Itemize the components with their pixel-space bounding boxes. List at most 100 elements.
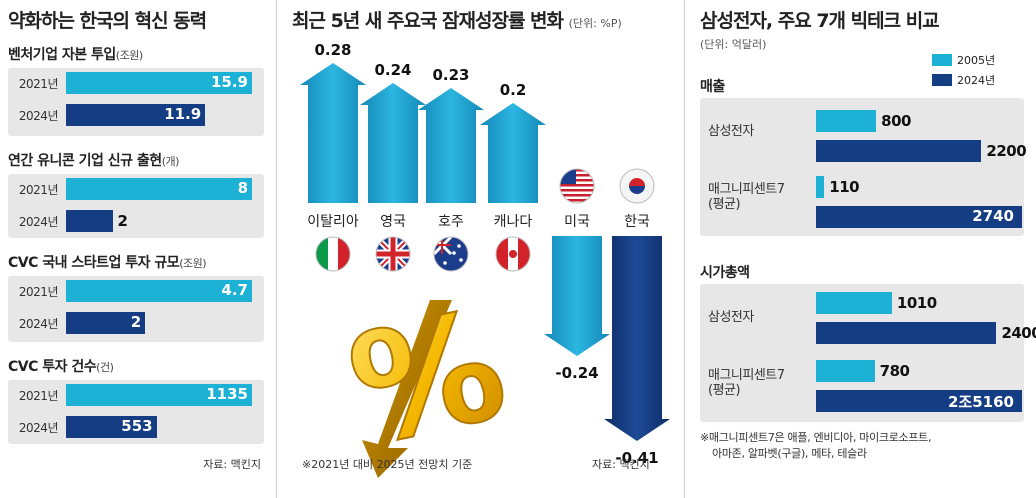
bar xyxy=(66,210,113,232)
growth-panel-title: 최근 5년 새 주요국 잠재성장률 변화 (단위: %P) xyxy=(292,6,622,33)
category-line: 매그니피센트7 xyxy=(708,182,785,197)
year-label: 2024년 xyxy=(18,108,59,123)
bar-value-label: 11.9 xyxy=(164,105,202,123)
unit-label: (단위: %P) xyxy=(568,17,622,30)
growth-value-label: -0.41 xyxy=(615,449,658,467)
category-label-samsung: 삼성전자 xyxy=(708,310,754,325)
legend-swatch xyxy=(932,74,952,86)
section-cvc-count: CVC 투자 건수(건) xyxy=(8,356,114,376)
year-label: 2021년 xyxy=(18,284,59,299)
bar-row: 2021년 1135 xyxy=(8,384,252,406)
country-label: 호주 xyxy=(438,214,464,230)
growth-arrow-2 xyxy=(418,88,484,203)
section-title: CVC 국내 스타트업 투자 규모(조원) xyxy=(8,252,207,272)
bar xyxy=(816,140,982,162)
percent-sign-icon: % xyxy=(336,278,519,479)
category-label-samsung: 삼성전자 xyxy=(708,124,754,139)
bar-row: 2400 xyxy=(816,322,1036,344)
bar-value-label: 15.9 xyxy=(210,73,248,91)
bar-value-label: 2740 xyxy=(972,207,1014,225)
innovation-panel-title: 약화하는 한국의 혁신 동력 xyxy=(8,10,207,32)
divider xyxy=(684,0,685,498)
year-label: 2024년 xyxy=(18,214,59,229)
footnote-line: ※매그니피센트7은 애플, 엔비디아, 마이크로소프트, xyxy=(700,431,932,444)
flag-icon xyxy=(619,168,655,204)
innovation-panel: 약화하는 한국의 혁신 동력 벤처기업 자본 투입(조원) 2021년 15.9 2… xyxy=(0,0,275,498)
flag-icon xyxy=(375,236,411,272)
category-line: (평균) xyxy=(708,197,741,212)
legend-label: 2024년 xyxy=(957,74,996,87)
growth-value-label: -0.24 xyxy=(555,364,598,382)
bar: 553 xyxy=(66,416,157,438)
growth-arrow-1 xyxy=(360,83,426,203)
category-label-magnificent7: 매그니피센트7 (평균) xyxy=(708,182,785,212)
growth-arrow-0 xyxy=(300,63,366,203)
bar-value-label: 2 xyxy=(117,212,128,230)
section-label: CVC 투자 건수 xyxy=(8,359,97,375)
bar xyxy=(816,360,875,382)
bar-row: 2024년 11.9 xyxy=(8,104,206,126)
bar: 15.9 xyxy=(66,72,252,94)
category-label-magnificent7: 매그니피센트7 (평균) xyxy=(708,368,785,398)
section-venture-capital: 벤처기업 자본 투입(조원) xyxy=(8,44,143,64)
bar-row: 2740 xyxy=(816,206,1022,228)
bar: 1135 xyxy=(66,384,252,406)
divider xyxy=(276,0,277,498)
section-title: CVC 투자 건수(건) xyxy=(8,356,114,376)
growth-arrow-3 xyxy=(480,103,546,203)
country-label: 캐나다 xyxy=(494,214,533,230)
bar-row: 2조5160 xyxy=(816,390,1022,412)
flag-icon xyxy=(559,168,595,204)
section-label: 벤처기업 자본 투입 xyxy=(8,47,116,63)
bar-value-label: 4.7 xyxy=(221,281,248,299)
bar-row: 2024년 553 xyxy=(8,416,157,438)
source-label: 자료: 맥킨지 xyxy=(203,458,261,471)
growth-value-label: 0.23 xyxy=(432,66,469,84)
country-label: 미국 xyxy=(564,214,590,230)
legend-2005: 2005년 xyxy=(932,52,995,68)
bar xyxy=(816,322,997,344)
bar-value-label: 800 xyxy=(881,112,911,130)
section-cvc-scale: CVC 국내 스타트업 투자 규모(조원) xyxy=(8,252,207,272)
section-title: 벤처기업 자본 투입(조원) xyxy=(8,44,143,64)
country-label: 영국 xyxy=(380,214,406,230)
growth-arrow-4 xyxy=(544,236,610,356)
bar: 2 xyxy=(66,312,146,334)
bar: 4.7 xyxy=(66,280,252,302)
section-unit: (개) xyxy=(161,155,180,168)
bar: 2740 xyxy=(816,206,1022,228)
flag-icon xyxy=(495,236,531,272)
bar-row: 780 xyxy=(816,360,910,382)
bar-value-label: 2200 xyxy=(986,142,1027,160)
bar-row: 2021년 4.7 xyxy=(8,280,252,302)
bar-value-label: 2조5160 xyxy=(948,393,1014,411)
bar-value-label: 780 xyxy=(879,362,910,380)
bar-row: 110 xyxy=(816,176,860,198)
section-unit: (조원) xyxy=(115,49,143,62)
section-label: 연간 유니콘 기업 신규 출현 xyxy=(8,153,162,169)
bar-row: 2021년 15.9 xyxy=(8,72,252,94)
source-label: 자료: 맥킨지 xyxy=(592,458,650,471)
legend-swatch xyxy=(932,54,952,66)
legend-label: 2005년 xyxy=(957,54,996,67)
title-text: 최근 5년 새 주요국 잠재성장률 변화 xyxy=(292,10,564,32)
bar-value-label: 2 xyxy=(130,313,142,331)
bar-value-label: 553 xyxy=(121,417,153,435)
bar-row: 2024년 2 xyxy=(8,210,128,232)
category-line: 매그니피센트7 xyxy=(708,368,785,383)
bar-value-label: 110 xyxy=(829,178,860,196)
section-label: CVC 국내 스타트업 투자 규모 xyxy=(8,255,180,271)
unit-label: (단위: 억달러) xyxy=(700,38,767,51)
bar xyxy=(816,110,877,132)
year-label: 2021년 xyxy=(18,388,59,403)
section-unicorn: 연간 유니콘 기업 신규 출현(개) xyxy=(8,150,179,170)
bar-row: 2021년 8 xyxy=(8,178,252,200)
falling-percent-illustration: % xyxy=(335,277,520,480)
year-label: 2021년 xyxy=(18,76,59,91)
year-label: 2021년 xyxy=(18,182,59,197)
growth-value-label: 0.2 xyxy=(500,81,527,99)
bigtech-panel: 삼성전자, 주요 7개 빅테크 비교 (단위: 억달러) 2005년 2024년… xyxy=(690,0,1036,498)
flag-icon xyxy=(315,236,351,272)
footnote-line: 아마존, 알파벳(구글), 메타, 테슬라 xyxy=(712,447,867,460)
bar-value-label: 1135 xyxy=(206,385,248,403)
